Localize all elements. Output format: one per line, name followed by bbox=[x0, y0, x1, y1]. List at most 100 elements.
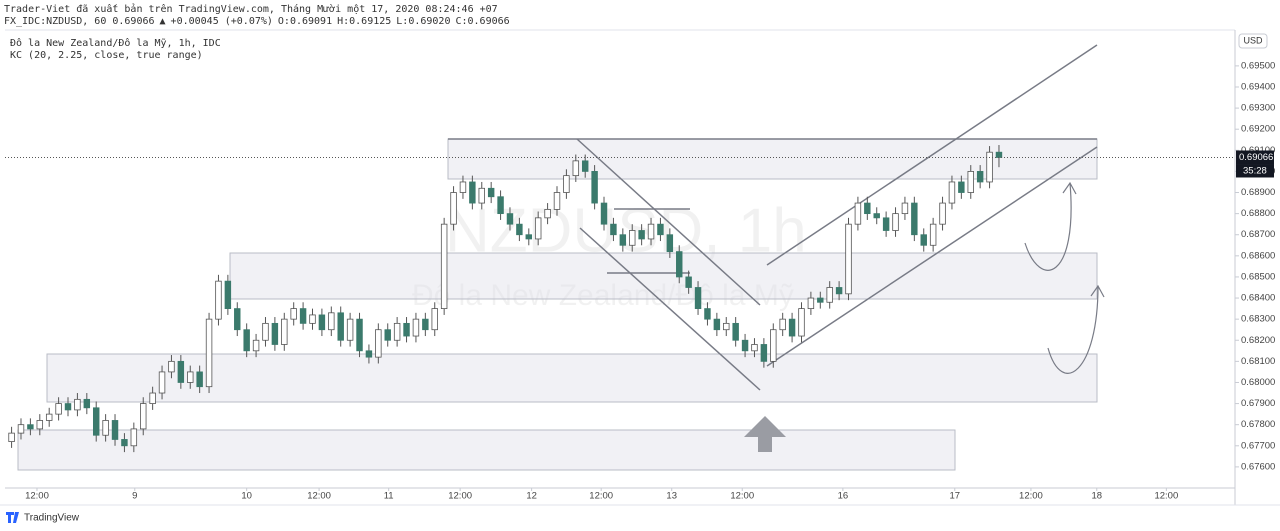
candle-body bbox=[770, 329, 777, 362]
candle-body bbox=[450, 192, 457, 225]
candle-body bbox=[337, 312, 344, 341]
y-tick-label: 0.68900 bbox=[1241, 187, 1275, 198]
candle-body bbox=[365, 350, 373, 358]
x-tick-label: 16 bbox=[838, 491, 849, 502]
candle-body bbox=[8, 432, 15, 442]
candle-body bbox=[346, 318, 354, 341]
candle-body bbox=[807, 297, 815, 309]
candle-body bbox=[534, 217, 542, 240]
candle-body bbox=[130, 428, 138, 447]
y-tick-label: 0.68400 bbox=[1241, 293, 1275, 304]
x-tick-label: 18 bbox=[1091, 491, 1102, 502]
candle-body bbox=[469, 181, 476, 204]
candle-body bbox=[788, 318, 796, 337]
candle-body bbox=[760, 344, 768, 362]
candle-body bbox=[986, 151, 993, 183]
watermark-sub: Đô la New Zealand/Đô la Mỹ bbox=[412, 279, 794, 312]
y-tick-label: 0.68500 bbox=[1241, 271, 1275, 282]
candle-body bbox=[544, 209, 551, 219]
candle-body bbox=[290, 308, 297, 320]
candle-body bbox=[610, 223, 617, 236]
candle-body bbox=[948, 181, 956, 204]
candle-body bbox=[487, 187, 495, 198]
candle-body bbox=[299, 308, 307, 324]
change: +0.00045 (+0.07%) bbox=[171, 16, 273, 27]
candle-body bbox=[741, 339, 749, 352]
brand-logo bbox=[6, 512, 19, 523]
y-tick-label: 0.68100 bbox=[1241, 356, 1275, 367]
candle-body bbox=[375, 329, 382, 358]
candle-body bbox=[83, 398, 91, 409]
candle-body bbox=[27, 424, 34, 430]
candle-body bbox=[506, 213, 514, 225]
candle-body bbox=[657, 223, 664, 236]
candle-body bbox=[647, 223, 655, 240]
candle-body bbox=[384, 329, 391, 341]
y-tick-label: 0.68300 bbox=[1241, 314, 1275, 325]
candle-body bbox=[976, 171, 984, 183]
candle-body bbox=[309, 314, 316, 324]
y-tick-label: 0.67900 bbox=[1241, 398, 1275, 409]
change-arrow: ▲ bbox=[160, 16, 166, 27]
x-tick-label: 12 bbox=[526, 491, 537, 502]
candle-body bbox=[666, 234, 674, 253]
ohlc-value: H:0.69125 bbox=[337, 16, 391, 27]
y-tick-label: 0.67700 bbox=[1241, 440, 1275, 451]
x-tick-label: 12:00 bbox=[448, 491, 472, 502]
candle-body bbox=[92, 407, 100, 436]
candle-body bbox=[356, 318, 363, 352]
y-tick-label: 0.68200 bbox=[1241, 335, 1275, 346]
ohlc-value: C:0.69066 bbox=[455, 16, 509, 27]
candle-body bbox=[563, 175, 570, 193]
candle-body bbox=[591, 171, 598, 204]
candles bbox=[5, 145, 1235, 453]
x-tick-label: 12:00 bbox=[730, 491, 754, 502]
candle-body bbox=[882, 217, 890, 231]
candle-body bbox=[676, 251, 683, 278]
legend-indicator: KC (20, 2.25, close, true range) bbox=[10, 50, 203, 61]
y-tick-label: 0.69200 bbox=[1241, 124, 1275, 135]
zone bbox=[447, 138, 1098, 180]
candle-body bbox=[751, 344, 758, 352]
candle-body bbox=[854, 202, 862, 225]
candle-body bbox=[845, 223, 852, 295]
candle-body bbox=[281, 318, 288, 345]
candle-body bbox=[723, 322, 730, 331]
candle-body bbox=[911, 202, 918, 236]
watermark: NZDUSD, 1h bbox=[445, 196, 807, 265]
candle-body bbox=[318, 314, 326, 331]
candle-body bbox=[459, 181, 467, 193]
candle-body bbox=[864, 202, 871, 215]
candle-body bbox=[234, 308, 241, 331]
candle-body bbox=[929, 223, 937, 246]
candle-body bbox=[262, 322, 269, 341]
candle-body bbox=[967, 171, 974, 193]
zone bbox=[229, 252, 1098, 300]
y-tick-label: 0.67800 bbox=[1241, 419, 1275, 430]
y-tick-label: 0.69400 bbox=[1241, 82, 1275, 93]
candle-body bbox=[140, 403, 147, 430]
last-price-label: 0.69066 bbox=[1239, 152, 1273, 163]
candle-body bbox=[252, 339, 260, 352]
candle-body bbox=[939, 202, 946, 225]
candle-body bbox=[271, 322, 279, 345]
candle-body bbox=[553, 192, 561, 210]
candle-body bbox=[111, 420, 119, 440]
x-tick-label: 12:00 bbox=[307, 491, 331, 502]
x-tick-label: 13 bbox=[666, 491, 677, 502]
up-arrow bbox=[744, 416, 786, 452]
candle-body bbox=[478, 187, 485, 204]
x-tick-label: 11 bbox=[384, 491, 394, 502]
candle-body bbox=[713, 318, 721, 331]
price: 0.69066 bbox=[112, 16, 154, 27]
y-tick-label: 0.69500 bbox=[1241, 60, 1275, 71]
candle-body bbox=[158, 371, 166, 394]
candle-body bbox=[74, 398, 81, 411]
zone bbox=[46, 353, 1098, 403]
countdown: 35:28 bbox=[1243, 165, 1267, 176]
trendline bbox=[576, 138, 761, 306]
trendline bbox=[579, 227, 761, 391]
x-tick-label: 12:00 bbox=[1019, 491, 1043, 502]
